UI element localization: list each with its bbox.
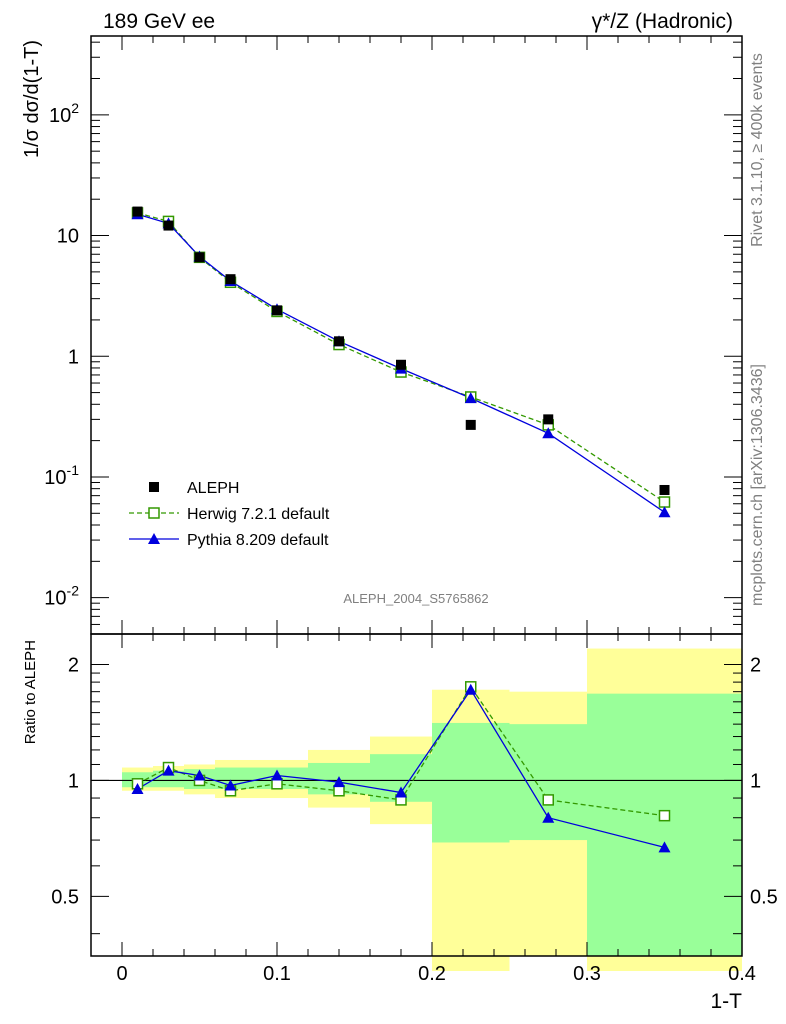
aleph-data-point — [659, 484, 670, 495]
main-y-tick-label: 102 — [49, 100, 79, 127]
legend-label: Pythia 8.209 default — [187, 532, 329, 549]
pythia-main-line — [137, 213, 665, 513]
aleph-data-point — [334, 336, 344, 347]
watermark-label: ALEPH_2004_S5765862 — [343, 591, 488, 606]
ratio-y-axis-title: Ratio to ALEPH — [22, 640, 39, 744]
header-left-label: 189 GeV ee — [103, 10, 215, 33]
x-tick-label: 0.4 — [728, 963, 756, 985]
pythia-ratio-point — [658, 841, 671, 853]
data-series — [131, 206, 671, 853]
pythia-main-point — [464, 392, 477, 404]
legend-label: ALEPH — [187, 480, 239, 497]
uncertainty-bands — [91, 648, 742, 971]
herwig-ratio-point — [333, 785, 345, 797]
pythia-ratio-point — [395, 786, 407, 798]
pythia-ratio-point — [464, 683, 477, 695]
side-label-top: Rivet 3.1.10, ≥ 400k events — [749, 53, 766, 247]
pythia-ratio-point — [542, 811, 555, 823]
ratio-y-tick-label-left: 2 — [68, 654, 79, 676]
band-green-bin — [432, 722, 510, 843]
pythia-main-point — [542, 427, 555, 439]
aleph-data-point — [163, 220, 174, 231]
pythia-ratio-point — [193, 769, 206, 781]
herwig-ratio-line — [137, 685, 665, 817]
pythia-main-point — [658, 506, 671, 518]
aleph-data-point — [194, 252, 205, 263]
main-y-tick-label: 10-1 — [44, 462, 79, 489]
ratio-plot-frame — [90, 633, 743, 957]
x-tick-label: 0.3 — [573, 963, 601, 985]
ratio-y-tick-label-right: 1 — [750, 770, 761, 792]
x-tick-label: 0.1 — [263, 963, 291, 985]
legend-pythia-marker — [148, 533, 160, 544]
legend-aleph-marker — [149, 482, 159, 492]
header-right-label: γ*/Z (Hadronic) — [592, 10, 733, 33]
x-axis-title: 1-T — [711, 990, 743, 1013]
x-tick-label: 0 — [116, 963, 127, 985]
ratio-y-tick-label-left: 0.5 — [51, 886, 79, 908]
x-tick-label: 0.2 — [418, 963, 446, 985]
legend: ALEPH Herwig 7.2.1 default Pythia 8.209 de… — [129, 480, 330, 549]
aleph-data-point — [465, 419, 476, 430]
herwig-ratio-point — [658, 809, 671, 822]
herwig-main-line — [137, 212, 665, 503]
aleph-data-point — [132, 206, 143, 217]
ratio-y-tick-label-right: 2 — [750, 654, 761, 676]
main-y-tick-label: 1 — [68, 346, 79, 368]
pythia-ratio-line — [137, 688, 665, 849]
herwig-main-point — [658, 496, 671, 508]
legend-label: Herwig 7.2.1 default — [187, 506, 330, 523]
header-right-prefix: γ*/Z — [592, 10, 630, 33]
aleph-data-point — [543, 414, 554, 425]
main-y-tick-label: 10-2 — [44, 583, 79, 610]
ratio-y-tick-label-left: 1 — [68, 770, 79, 792]
pythia-ratio-point — [224, 779, 237, 791]
pythia-ratio-point — [333, 776, 345, 788]
plot-frames — [90, 35, 743, 957]
aleph-data-point — [225, 274, 236, 285]
herwig-ratio-point — [542, 794, 554, 806]
pythia-ratio-point — [271, 769, 283, 781]
side-label-bottom: mcplots.cern.ch [arXiv:1306.3436] — [749, 364, 766, 606]
header-right-suffix: (Hadronic) — [635, 10, 733, 33]
legend-herwig-marker — [148, 507, 160, 519]
aleph-data-point — [272, 305, 282, 316]
axis-ticks: 0 0.1 0.2 0.3 0.4 10-2 10-1 1 10 102 0.5 0.5 1 1 2 2 — [44, 36, 778, 985]
pythia-ratio-point — [162, 764, 175, 776]
pythia-ratio-point — [131, 782, 144, 794]
band-green-bin — [587, 693, 742, 956]
main-y-tick-label: 10 — [57, 226, 79, 248]
main-y-axis-title: 1/σ dσ/d(1-T) — [21, 40, 43, 158]
ratio-y-tick-label-right: 0.5 — [750, 886, 778, 908]
aleph-data-point — [396, 359, 406, 370]
